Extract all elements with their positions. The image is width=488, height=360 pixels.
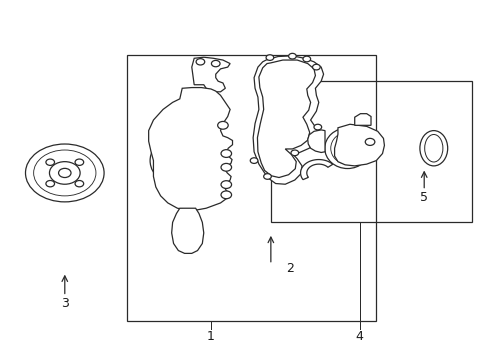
Circle shape — [221, 191, 231, 199]
Circle shape — [312, 64, 320, 70]
Ellipse shape — [419, 131, 447, 166]
Text: 4: 4 — [355, 330, 363, 343]
Polygon shape — [257, 60, 315, 177]
Polygon shape — [253, 56, 323, 184]
Polygon shape — [191, 57, 230, 92]
Circle shape — [49, 162, 80, 184]
Circle shape — [150, 132, 228, 189]
Circle shape — [34, 150, 96, 196]
Circle shape — [184, 177, 193, 183]
Circle shape — [46, 159, 55, 165]
Circle shape — [303, 56, 310, 62]
Bar — [270, 81, 471, 222]
Ellipse shape — [330, 132, 364, 164]
Circle shape — [75, 159, 83, 165]
Circle shape — [162, 148, 170, 154]
Ellipse shape — [424, 135, 442, 162]
Text: 2: 2 — [285, 262, 293, 275]
Circle shape — [265, 55, 273, 60]
Circle shape — [250, 158, 257, 163]
Polygon shape — [334, 124, 384, 166]
Text: 5: 5 — [419, 191, 427, 204]
Circle shape — [288, 53, 296, 59]
Ellipse shape — [324, 128, 369, 168]
Polygon shape — [307, 130, 325, 153]
Polygon shape — [354, 114, 370, 125]
Circle shape — [290, 150, 298, 156]
Circle shape — [75, 180, 83, 187]
Circle shape — [59, 168, 71, 177]
Circle shape — [211, 60, 220, 67]
Circle shape — [263, 174, 271, 179]
Circle shape — [171, 147, 207, 174]
Circle shape — [313, 124, 321, 130]
Bar — [127, 55, 376, 321]
Polygon shape — [148, 87, 232, 210]
Circle shape — [221, 181, 231, 189]
Text: 1: 1 — [206, 330, 214, 343]
Polygon shape — [300, 159, 332, 180]
Circle shape — [221, 163, 231, 171]
Circle shape — [217, 121, 228, 129]
Circle shape — [181, 154, 198, 167]
Circle shape — [207, 148, 216, 154]
Text: 3: 3 — [61, 297, 69, 310]
Polygon shape — [171, 208, 203, 253]
Circle shape — [365, 138, 374, 145]
Circle shape — [221, 150, 231, 157]
Circle shape — [46, 180, 55, 187]
Circle shape — [196, 59, 204, 65]
Circle shape — [25, 144, 104, 202]
